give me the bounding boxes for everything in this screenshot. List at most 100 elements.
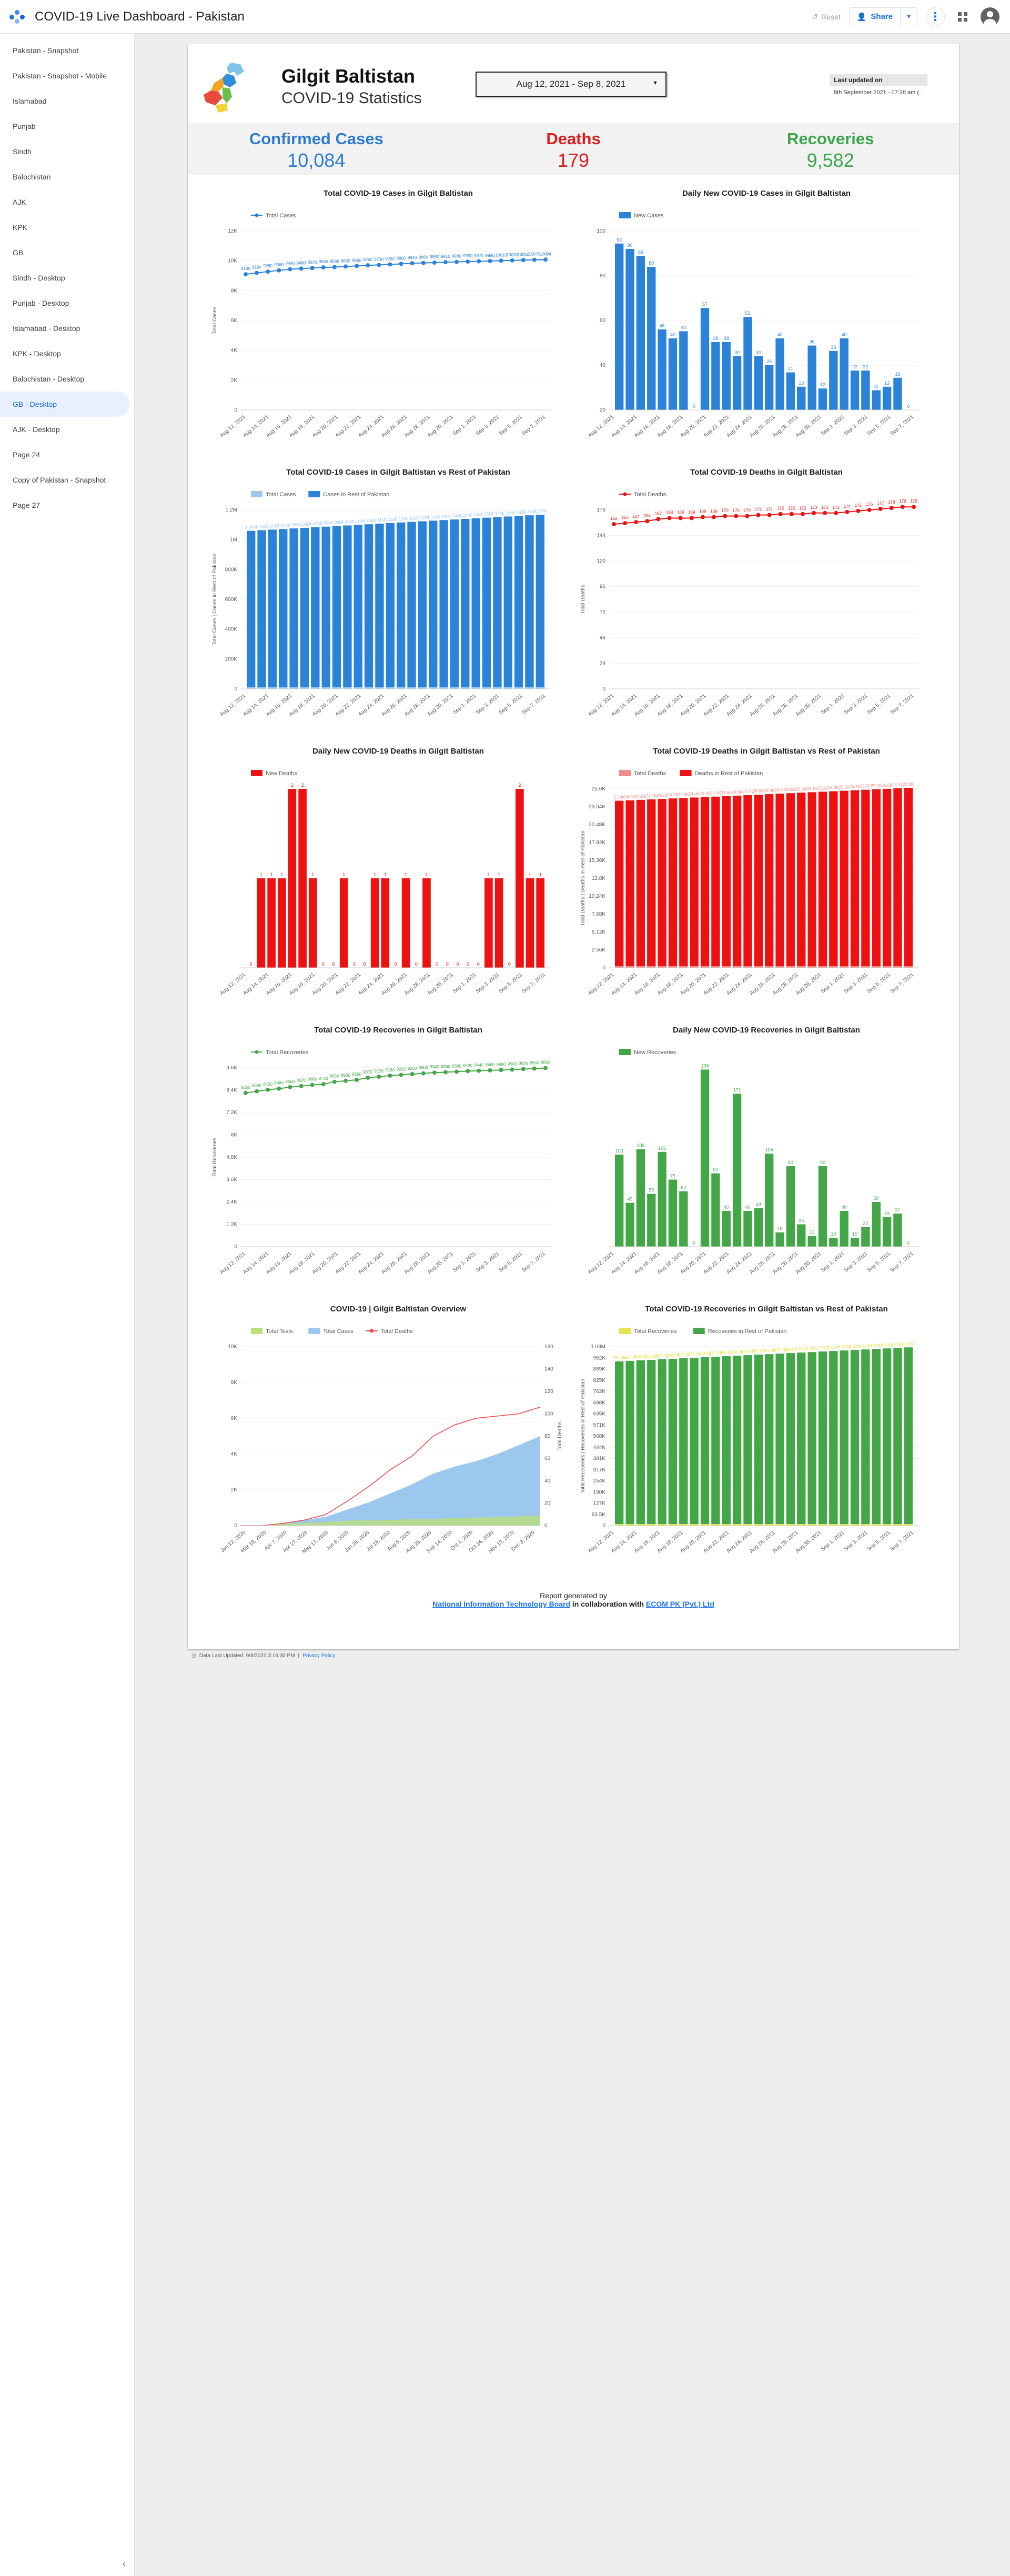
bar[interactable] bbox=[775, 1354, 784, 1526]
data-point[interactable] bbox=[834, 510, 839, 515]
data-point[interactable] bbox=[812, 510, 816, 515]
bar[interactable] bbox=[861, 1349, 870, 1526]
bar[interactable] bbox=[861, 370, 870, 410]
bar[interactable] bbox=[386, 523, 395, 689]
bar[interactable] bbox=[679, 798, 688, 968]
bar[interactable] bbox=[732, 1094, 742, 1247]
bar[interactable] bbox=[861, 1227, 870, 1247]
bar[interactable] bbox=[311, 527, 320, 689]
data-point[interactable] bbox=[410, 261, 415, 266]
bar[interactable] bbox=[658, 1359, 666, 1526]
bar[interactable] bbox=[647, 1194, 656, 1247]
data-point[interactable] bbox=[767, 513, 772, 517]
bar[interactable] bbox=[797, 1352, 806, 1526]
bar[interactable] bbox=[711, 342, 720, 410]
bar[interactable] bbox=[679, 1358, 688, 1526]
data-point[interactable] bbox=[443, 1070, 448, 1075]
bar[interactable] bbox=[840, 338, 849, 410]
sidebar-item-copy-of-pakistan-snapshot[interactable]: Copy of Pakistan - Snapshot bbox=[13, 476, 106, 484]
bar[interactable] bbox=[277, 878, 286, 968]
sidebar-item-kpk[interactable]: KPK bbox=[13, 223, 28, 232]
data-point[interactable] bbox=[889, 506, 894, 510]
bar[interactable] bbox=[754, 795, 763, 968]
bar[interactable] bbox=[625, 800, 634, 968]
bar[interactable] bbox=[807, 792, 816, 968]
bar[interactable] bbox=[668, 338, 678, 410]
ecom-link[interactable]: ECOM PK (Pvt.) Ltd bbox=[645, 1600, 714, 1608]
bar[interactable] bbox=[840, 1350, 849, 1526]
data-point[interactable] bbox=[399, 262, 403, 266]
bar[interactable] bbox=[668, 1358, 678, 1526]
bar[interactable] bbox=[625, 1360, 634, 1526]
data-point[interactable] bbox=[454, 1069, 459, 1074]
bar[interactable] bbox=[525, 515, 534, 689]
sidebar-item-gb[interactable]: GB bbox=[13, 248, 24, 257]
reset-button[interactable]: ↺ Reset bbox=[812, 12, 841, 21]
sidebar-item-gb-desktop[interactable]: GB - Desktop bbox=[0, 392, 130, 417]
chart-daily-deaths[interactable]: Daily New COVID-19 Deaths in Gilgit Balt… bbox=[209, 741, 588, 1015]
bar[interactable] bbox=[321, 526, 330, 689]
chart-deaths-vs-rest[interactable]: Total COVID-19 Deaths in Gilgit Baltista… bbox=[577, 741, 956, 1015]
date-range-selector[interactable]: Aug 12, 2021 - Sep 8, 2021 ▼ bbox=[476, 72, 666, 97]
bar[interactable] bbox=[700, 308, 710, 410]
bar[interactable] bbox=[429, 520, 438, 689]
data-point[interactable] bbox=[299, 1084, 304, 1088]
bar[interactable] bbox=[700, 1069, 710, 1247]
bar[interactable] bbox=[861, 789, 870, 968]
data-point[interactable] bbox=[244, 1090, 248, 1095]
bar[interactable] bbox=[332, 526, 341, 689]
bar[interactable] bbox=[893, 1348, 902, 1526]
chart-total-deaths[interactable]: Total COVID-19 Deaths in Gilgit Baltista… bbox=[577, 463, 956, 736]
bar[interactable] bbox=[658, 799, 666, 968]
bar[interactable] bbox=[775, 338, 784, 410]
bar[interactable] bbox=[279, 529, 288, 689]
sidebar-item-pakistan-snapshot[interactable]: Pakistan - Snapshot bbox=[13, 46, 79, 55]
bar[interactable] bbox=[775, 1232, 784, 1247]
bar[interactable] bbox=[298, 789, 307, 968]
data-point[interactable] bbox=[823, 510, 827, 515]
bar[interactable] bbox=[636, 1360, 645, 1526]
data-point[interactable] bbox=[856, 508, 861, 513]
data-point[interactable] bbox=[388, 262, 392, 267]
bar[interactable] bbox=[636, 1149, 645, 1247]
bar[interactable] bbox=[422, 878, 431, 968]
sidebar-item-sindh[interactable]: Sindh bbox=[13, 147, 32, 156]
bar[interactable] bbox=[636, 799, 645, 968]
data-point[interactable] bbox=[510, 258, 514, 263]
bar[interactable] bbox=[668, 798, 678, 968]
bar[interactable] bbox=[257, 530, 266, 689]
bar[interactable] bbox=[615, 1154, 624, 1247]
bar[interactable] bbox=[882, 1348, 892, 1526]
bar[interactable] bbox=[818, 791, 827, 968]
data-point[interactable] bbox=[321, 1082, 326, 1087]
data-point[interactable] bbox=[355, 1078, 359, 1082]
bar[interactable] bbox=[690, 797, 699, 968]
data-point[interactable] bbox=[689, 516, 694, 520]
bar[interactable] bbox=[754, 1208, 763, 1247]
data-point[interactable] bbox=[543, 257, 548, 262]
bar[interactable] bbox=[711, 1357, 720, 1526]
sidebar-item-kpk-desktop[interactable]: KPK - Desktop bbox=[13, 349, 61, 358]
bar[interactable] bbox=[754, 356, 763, 410]
bar[interactable] bbox=[882, 788, 892, 968]
bar[interactable] bbox=[407, 522, 416, 689]
bar[interactable] bbox=[494, 878, 503, 968]
data-point[interactable] bbox=[477, 1068, 481, 1073]
bar[interactable] bbox=[797, 1224, 806, 1247]
data-point[interactable] bbox=[399, 1073, 403, 1077]
bar[interactable] bbox=[668, 1179, 678, 1247]
bar[interactable] bbox=[450, 519, 459, 689]
data-point[interactable] bbox=[332, 1079, 337, 1084]
bar[interactable] bbox=[300, 528, 309, 689]
data-point[interactable] bbox=[466, 259, 470, 264]
bar[interactable] bbox=[872, 1202, 881, 1247]
chart-overview[interactable]: COVID-19 | Gilgit Baltistan Overview Tota… bbox=[209, 1299, 588, 1573]
bar[interactable] bbox=[893, 1214, 902, 1247]
bar[interactable] bbox=[289, 528, 298, 689]
data-point[interactable] bbox=[377, 1075, 381, 1079]
data-point[interactable] bbox=[499, 1068, 503, 1073]
bar[interactable] bbox=[418, 521, 427, 689]
chart-recoveries-vs-rest[interactable]: Total COVID-19 Recoveries in Gilgit Balt… bbox=[577, 1299, 956, 1573]
data-point[interactable] bbox=[521, 258, 526, 263]
data-point[interactable] bbox=[377, 263, 381, 267]
